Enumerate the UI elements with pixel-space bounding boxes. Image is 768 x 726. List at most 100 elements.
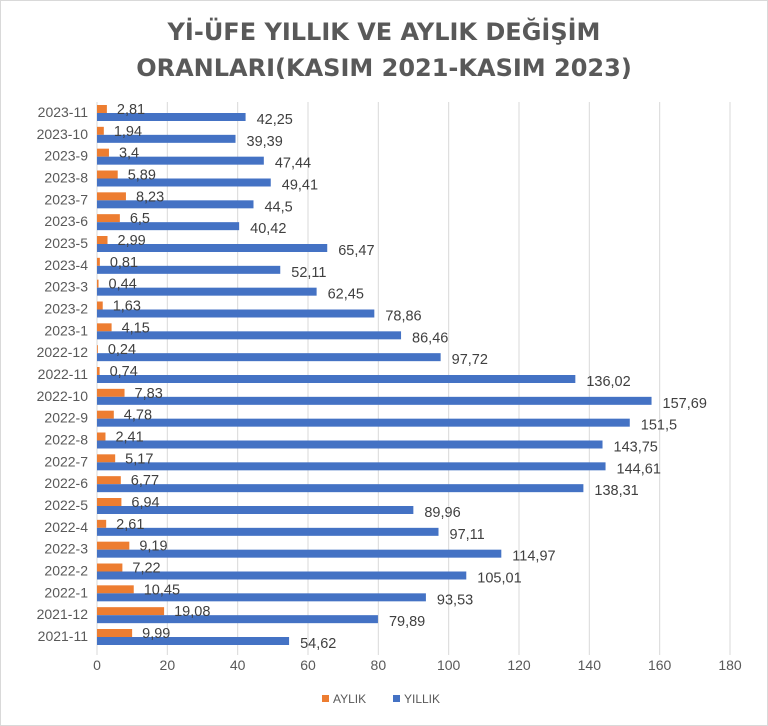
data-label-yillik: 54,62 [300, 636, 336, 652]
bar-aylik [97, 345, 98, 354]
bar-aylik [97, 170, 118, 179]
data-label-aylik: 0,74 [110, 364, 138, 380]
bar-yillik [97, 418, 630, 427]
bar-yillik [97, 222, 240, 231]
y-category-label: 2022-3 [44, 541, 88, 557]
legend-label-aylik: AYLIK [333, 692, 366, 706]
x-tick-label: 60 [300, 657, 316, 673]
data-label-aylik: 6,77 [131, 473, 159, 489]
y-category-label: 2022-10 [37, 388, 89, 404]
data-label-aylik: 4,15 [122, 320, 150, 336]
legend-swatch-aylik [322, 695, 329, 702]
data-label-yillik: 97,72 [452, 352, 488, 368]
bar-yillik [97, 287, 317, 296]
chart-title-line-2: ORANLARI(KASIM 2021-KASIM 2023) [136, 54, 632, 82]
bar-yillik [97, 396, 652, 405]
data-label-aylik: 19,08 [174, 604, 210, 620]
y-category-label: 2023-3 [44, 279, 88, 295]
y-category-label: 2023-11 [38, 104, 89, 120]
x-tick-label: 140 [578, 657, 602, 673]
y-category-label: 2022-5 [44, 497, 88, 513]
data-label-aylik: 9,99 [142, 626, 170, 642]
y-category-label: 2022-9 [44, 410, 88, 426]
bar-aylik [97, 585, 134, 594]
data-label-aylik: 1,94 [114, 124, 142, 140]
data-label-yillik: 114,97 [512, 549, 555, 565]
data-label-aylik: 5,17 [125, 451, 153, 467]
y-category-label: 2023-7 [44, 191, 88, 207]
data-label-yillik: 79,89 [389, 614, 425, 630]
bar-yillik [97, 484, 584, 493]
data-label-aylik: 0,44 [109, 277, 137, 293]
x-tick-label: 80 [371, 657, 387, 673]
bar-yillik [97, 244, 328, 252]
data-label-yillik: 49,41 [282, 178, 318, 194]
data-label-yillik: 47,44 [275, 156, 311, 172]
data-label-yillik: 52,11 [291, 265, 326, 281]
y-category-label: 2022-12 [37, 344, 89, 360]
x-tick-label: 120 [507, 657, 531, 673]
y-category-label: 2022-11 [38, 366, 89, 382]
data-label-aylik: 5,89 [128, 168, 156, 184]
bar-yillik [97, 309, 375, 318]
bar-aylik [97, 214, 120, 223]
data-label-yillik: 40,42 [250, 221, 286, 237]
bar-aylik [97, 257, 100, 266]
bar-aylik [97, 563, 123, 572]
bar-yillik [97, 265, 281, 274]
y-category-label: 2021-12 [37, 606, 89, 622]
data-label-aylik: 2,81 [117, 102, 145, 118]
data-label-aylik: 0,24 [108, 342, 136, 358]
y-category-label: 2022-6 [44, 475, 88, 491]
bar-aylik [97, 607, 165, 616]
data-label-aylik: 0,81 [110, 255, 138, 271]
data-label-aylik: 10,45 [144, 582, 180, 598]
data-label-aylik: 8,23 [136, 189, 164, 205]
bar-yillik [97, 527, 439, 536]
bar-aylik [97, 367, 100, 375]
bar-yillik [97, 353, 441, 362]
y-category-label: 2022-7 [44, 453, 88, 469]
bar-yillik [97, 506, 414, 514]
bar-aylik [97, 126, 104, 135]
data-label-yillik: 97,11 [450, 527, 485, 543]
data-label-aylik: 6,5 [130, 211, 150, 227]
y-category-label: 2023-9 [44, 148, 88, 164]
data-label-yillik: 105,01 [477, 571, 521, 587]
bar-aylik [97, 148, 109, 157]
y-category-label: 2023-4 [44, 257, 88, 273]
x-tick-label: 180 [718, 657, 742, 673]
data-label-aylik: 9,19 [139, 539, 167, 555]
data-label-yillik: 144,61 [617, 461, 661, 477]
bar-aylik [97, 236, 108, 244]
bar-yillik [97, 200, 254, 209]
y-category-label: 2022-2 [44, 563, 88, 579]
bar-aylik [97, 432, 106, 441]
data-label-yillik: 44,5 [264, 199, 292, 215]
data-label-aylik: 7,22 [132, 561, 160, 577]
data-label-yillik: 151,5 [641, 418, 677, 434]
data-label-yillik: 93,53 [437, 592, 473, 608]
bar-aylik [97, 541, 130, 550]
bar-aylik [97, 629, 133, 637]
y-category-label: 2022-4 [44, 519, 88, 535]
y-category-label: 2023-6 [44, 213, 88, 229]
y-category-label: 2023-1 [44, 322, 88, 338]
data-label-aylik: 2,99 [118, 233, 146, 249]
data-label-aylik: 2,41 [115, 430, 143, 446]
y-category-label: 2023-2 [44, 301, 88, 317]
bar-yillik [97, 571, 467, 580]
legend-label-yillik: YILLIK [404, 692, 440, 706]
bar-yillik [97, 593, 426, 602]
x-tick-label: 20 [160, 657, 176, 673]
bar-yillik [97, 178, 271, 187]
bar-yillik [97, 331, 402, 340]
data-label-yillik: 143,75 [614, 440, 658, 456]
data-label-yillik: 157,69 [663, 396, 707, 412]
data-label-yillik: 138,31 [594, 483, 638, 499]
bar-yillik [97, 440, 603, 449]
data-label-yillik: 65,47 [338, 243, 374, 259]
data-label-aylik: 7,83 [135, 386, 163, 402]
bar-aylik [97, 498, 122, 506]
